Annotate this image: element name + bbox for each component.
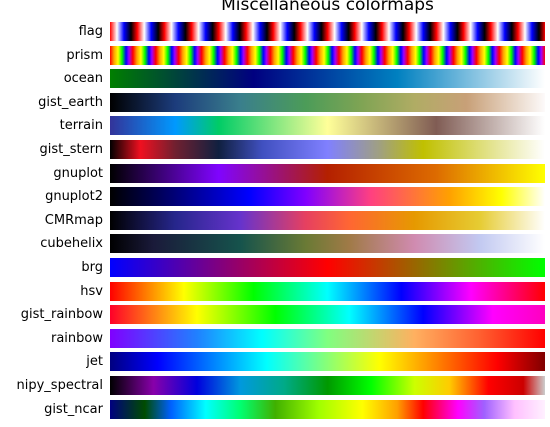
colormap-strip [110, 45, 545, 65]
colormap-row: nipy_spectral [0, 376, 550, 395]
colormap-row: gist_rainbow [0, 305, 550, 325]
colormap-label: gnuplot2 [45, 189, 103, 205]
colormap-strip [110, 210, 545, 230]
colormap-strip [110, 187, 545, 207]
colormap-strip [110, 258, 545, 277]
colormap-row: gnuplot [0, 163, 550, 183]
colormap-row: ocean [0, 69, 550, 89]
figure-title: Miscellaneous colormaps [221, 0, 434, 15]
colormap-row: hsv [0, 281, 550, 301]
colormap-row: CMRmap [0, 210, 550, 230]
colormap-label: rainbow [51, 330, 103, 346]
colormap-label: flag [78, 24, 103, 39]
colormap-label: brg [81, 260, 103, 275]
colormap-row: cubehelix [0, 234, 550, 254]
colormap-strip [110, 140, 545, 159]
colormap-label: prism [66, 47, 103, 63]
colormap-row: prism [0, 45, 550, 65]
colormap-row: gist_earth [0, 92, 550, 112]
colormap-strip [110, 234, 545, 254]
colormap-strip [110, 281, 545, 301]
colormap-strip [110, 92, 545, 112]
colormap-row: terrain [0, 116, 550, 136]
colormap-row: gnuplot2 [0, 187, 550, 207]
colormap-row: gist_stern [0, 140, 550, 159]
colormap-label: jet [86, 354, 103, 370]
colormap-strip [110, 376, 545, 395]
colormap-row: rainbow [0, 328, 550, 348]
colormap-strip [110, 116, 545, 136]
colormap-row: brg [0, 258, 550, 277]
colormap-strip [110, 69, 545, 89]
colormap-row: gist_ncar [0, 399, 550, 419]
colormap-strip [110, 22, 545, 41]
colormap-label: CMRmap [44, 212, 103, 228]
colormap-strip [110, 399, 545, 419]
colormap-label: gist_ncar [44, 401, 103, 417]
colormap-label: hsv [80, 283, 103, 299]
colormap-label: gist_stern [39, 142, 103, 157]
colormap-label: cubehelix [40, 236, 103, 252]
colormap-row: flag [0, 22, 550, 41]
colormap-strip [110, 352, 545, 372]
colormap-label: gnuplot [53, 165, 103, 181]
colormap-strip [110, 163, 545, 183]
colormap-strip [110, 328, 545, 348]
colormap-label: terrain [59, 118, 103, 134]
colormap-label: nipy_spectral [16, 378, 104, 393]
colormap-label: gist_rainbow [20, 307, 103, 323]
colormap-row: jet [0, 352, 550, 372]
colormap-strip [110, 305, 545, 325]
colormap-label: gist_earth [38, 94, 103, 110]
colormap-label: ocean [63, 71, 103, 87]
